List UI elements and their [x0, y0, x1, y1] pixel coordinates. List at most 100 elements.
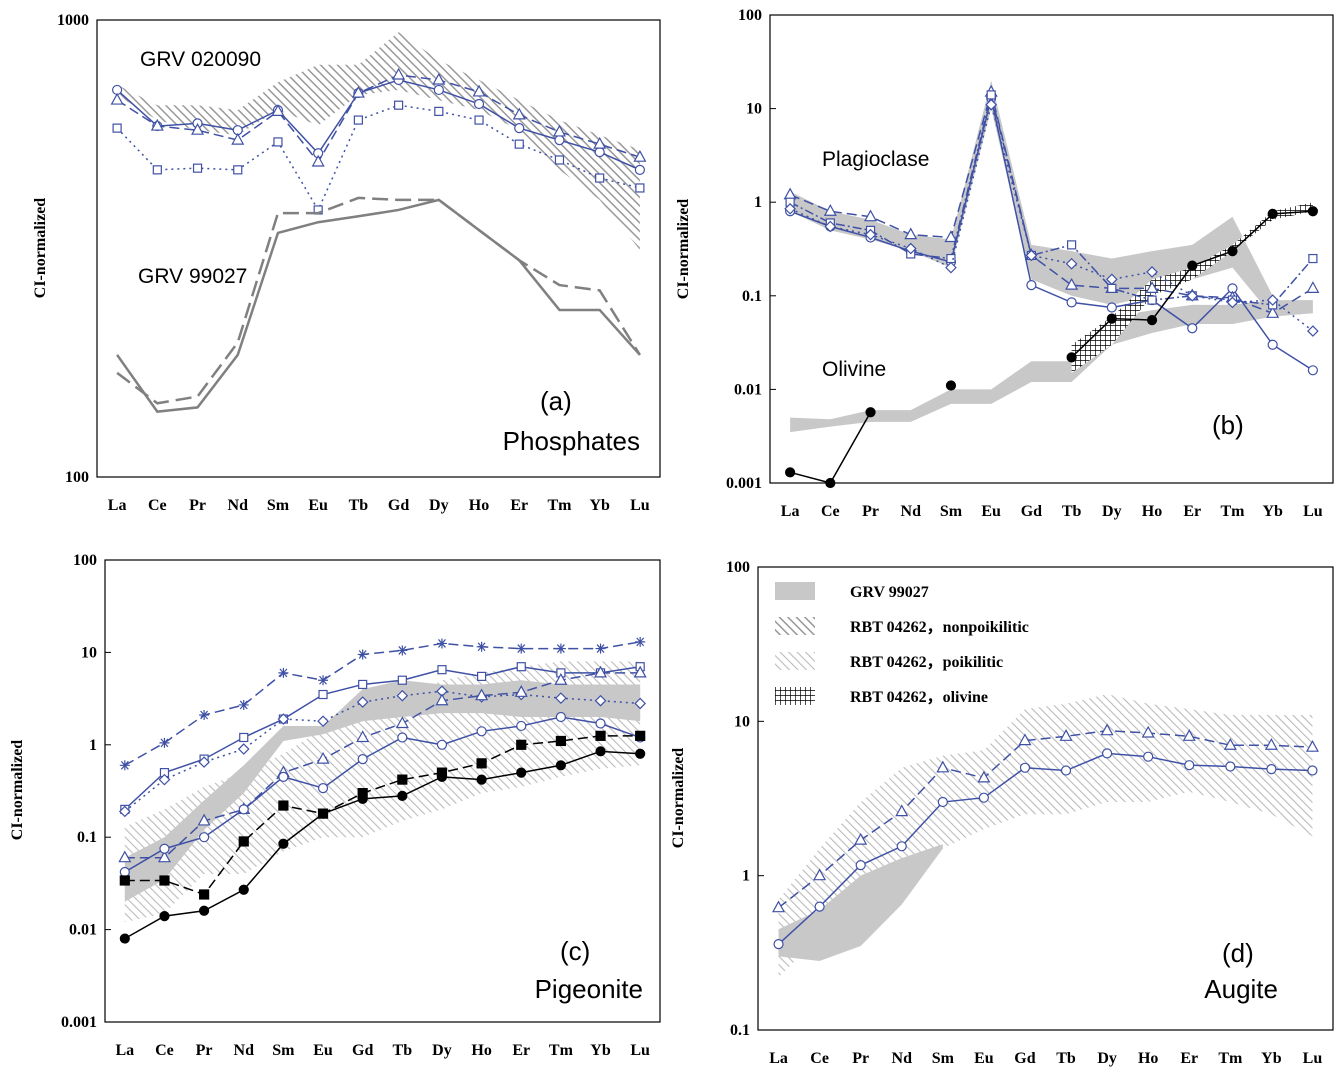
y-tick-label: 0.01: [734, 381, 762, 398]
x-tick-label: Dy: [1102, 503, 1122, 520]
marker: [1107, 283, 1117, 293]
y-tick-label: 0.1: [77, 829, 97, 846]
marker: [595, 730, 606, 741]
x-tick-label: La: [115, 1042, 134, 1059]
x-tick-label: Pr: [196, 1042, 213, 1059]
marker: [351, 85, 365, 98]
y-tick-label: 0.1: [730, 1022, 750, 1039]
marker: [986, 90, 996, 100]
y-tick-label: 100: [73, 552, 97, 569]
x-tick-label: La: [781, 503, 800, 520]
marker: [394, 100, 404, 110]
marker: [110, 92, 124, 105]
x-tick-label: Dy: [432, 1042, 452, 1059]
y-tick-label: 10: [81, 644, 97, 661]
y-axis-label: CI-normalized: [670, 748, 687, 849]
x-tick-label: Yb: [1262, 503, 1283, 520]
marker: [977, 770, 991, 783]
x-tick-label: Lu: [1303, 1050, 1323, 1067]
marker: [1146, 315, 1158, 326]
series-line: [124, 735, 641, 896]
marker: [1145, 281, 1159, 293]
marker: [357, 649, 368, 660]
marker: [112, 123, 122, 133]
series-line: [116, 196, 641, 405]
marker: [199, 710, 210, 721]
marker: [198, 756, 210, 768]
range-band: [117, 32, 640, 250]
marker: [357, 793, 368, 804]
marker: [1147, 295, 1157, 305]
marker: [435, 693, 449, 706]
y-tick-label: 0.1: [742, 288, 762, 305]
marker: [773, 939, 784, 950]
marker: [937, 796, 948, 808]
marker: [392, 67, 406, 80]
marker: [1186, 289, 1199, 302]
marker: [516, 662, 526, 672]
series-line: [124, 665, 641, 810]
marker: [278, 667, 289, 678]
marker: [1067, 240, 1077, 250]
marker: [595, 746, 606, 757]
x-tick-label: Ho: [471, 1042, 491, 1059]
annotation: Phosphates: [503, 426, 640, 456]
marker: [278, 800, 289, 811]
x-tick-label: Ce: [810, 1050, 829, 1067]
range-band: [778, 844, 943, 961]
marker: [516, 739, 527, 750]
marker: [514, 139, 524, 149]
series-line: [789, 89, 1314, 315]
marker: [358, 679, 368, 690]
marker: [159, 910, 170, 922]
marker: [896, 841, 907, 852]
legend-swatch: [775, 687, 815, 705]
marker: [594, 665, 608, 678]
annotation: Plagioclase: [822, 148, 929, 171]
marker: [278, 838, 289, 849]
marker: [945, 261, 957, 274]
marker: [1305, 739, 1319, 752]
marker: [357, 754, 368, 765]
marker: [318, 675, 329, 686]
series-line: [124, 641, 641, 766]
y-tick-label: 100: [738, 7, 762, 24]
x-tick-label: Pr: [189, 497, 206, 514]
marker: [436, 638, 447, 649]
marker: [635, 636, 646, 647]
marker: [554, 672, 568, 685]
marker: [119, 760, 130, 771]
x-tick-label: Gd: [352, 1042, 373, 1059]
marker: [159, 737, 170, 748]
x-tick-label: Ce: [821, 503, 840, 520]
marker: [635, 748, 646, 759]
marker: [1266, 294, 1279, 306]
marker: [555, 760, 566, 771]
marker: [119, 866, 130, 878]
x-tick-label: Er: [510, 497, 528, 514]
marker: [191, 122, 205, 135]
legend-label: RBT 04262，nonpoikilitic: [850, 619, 1029, 636]
marker: [395, 716, 409, 729]
x-tick-label: Sm: [932, 1050, 955, 1067]
range-band: [778, 694, 1313, 978]
x-tick-label: Gd: [388, 497, 409, 514]
marker: [1264, 737, 1278, 750]
marker: [434, 106, 444, 116]
marker: [814, 901, 825, 912]
marker: [1026, 280, 1037, 291]
annotation: Pigeonite: [535, 974, 643, 1004]
legend-swatch: [775, 652, 815, 670]
annotation: (d): [1222, 938, 1254, 968]
marker: [476, 758, 487, 769]
series-line: [124, 750, 641, 940]
marker: [1227, 246, 1238, 257]
marker: [1066, 352, 1077, 363]
marker: [397, 645, 408, 656]
legend-swatch: [775, 582, 815, 600]
marker: [516, 643, 527, 654]
y-tick-label: 0.01: [69, 922, 97, 939]
marker: [397, 790, 408, 801]
marker: [353, 115, 363, 125]
marker: [397, 732, 408, 743]
